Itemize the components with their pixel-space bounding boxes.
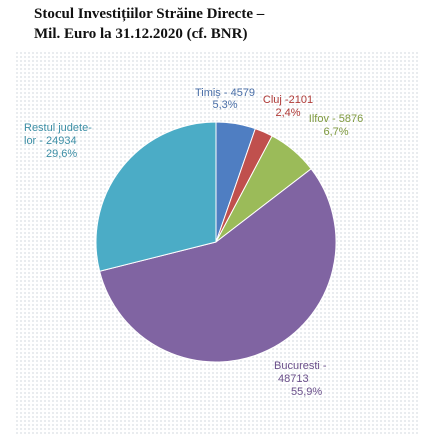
pie-labels: Timiș - 4579 5,3% Cluj -2101 2,4% Ilfov - 58… [24,87,363,398]
data-label-timi: Timiș - 4579 5,3% [195,87,255,111]
chart-title-line-2: Mil. Euro la 31.12.2020 (cf. BNR) [34,26,248,42]
data-label-restul-judetelor: Restul judete-lor - 24934 29,6% [24,122,92,160]
data-label-ilfov: Ilfov - 5876 6,7% [309,113,363,138]
data-label-bucuresti: Bucuresti -48713 55,9% [274,360,327,398]
pie-slices [95,121,337,363]
data-label-cluj: Cluj -2101 2,4% [263,94,313,119]
pie-slice-restul-judetelor [95,121,217,272]
pie-slice-bucuresti [99,168,337,363]
chart-title-line-1: Stocul Investițiilor Străine Directe – [34,6,265,22]
